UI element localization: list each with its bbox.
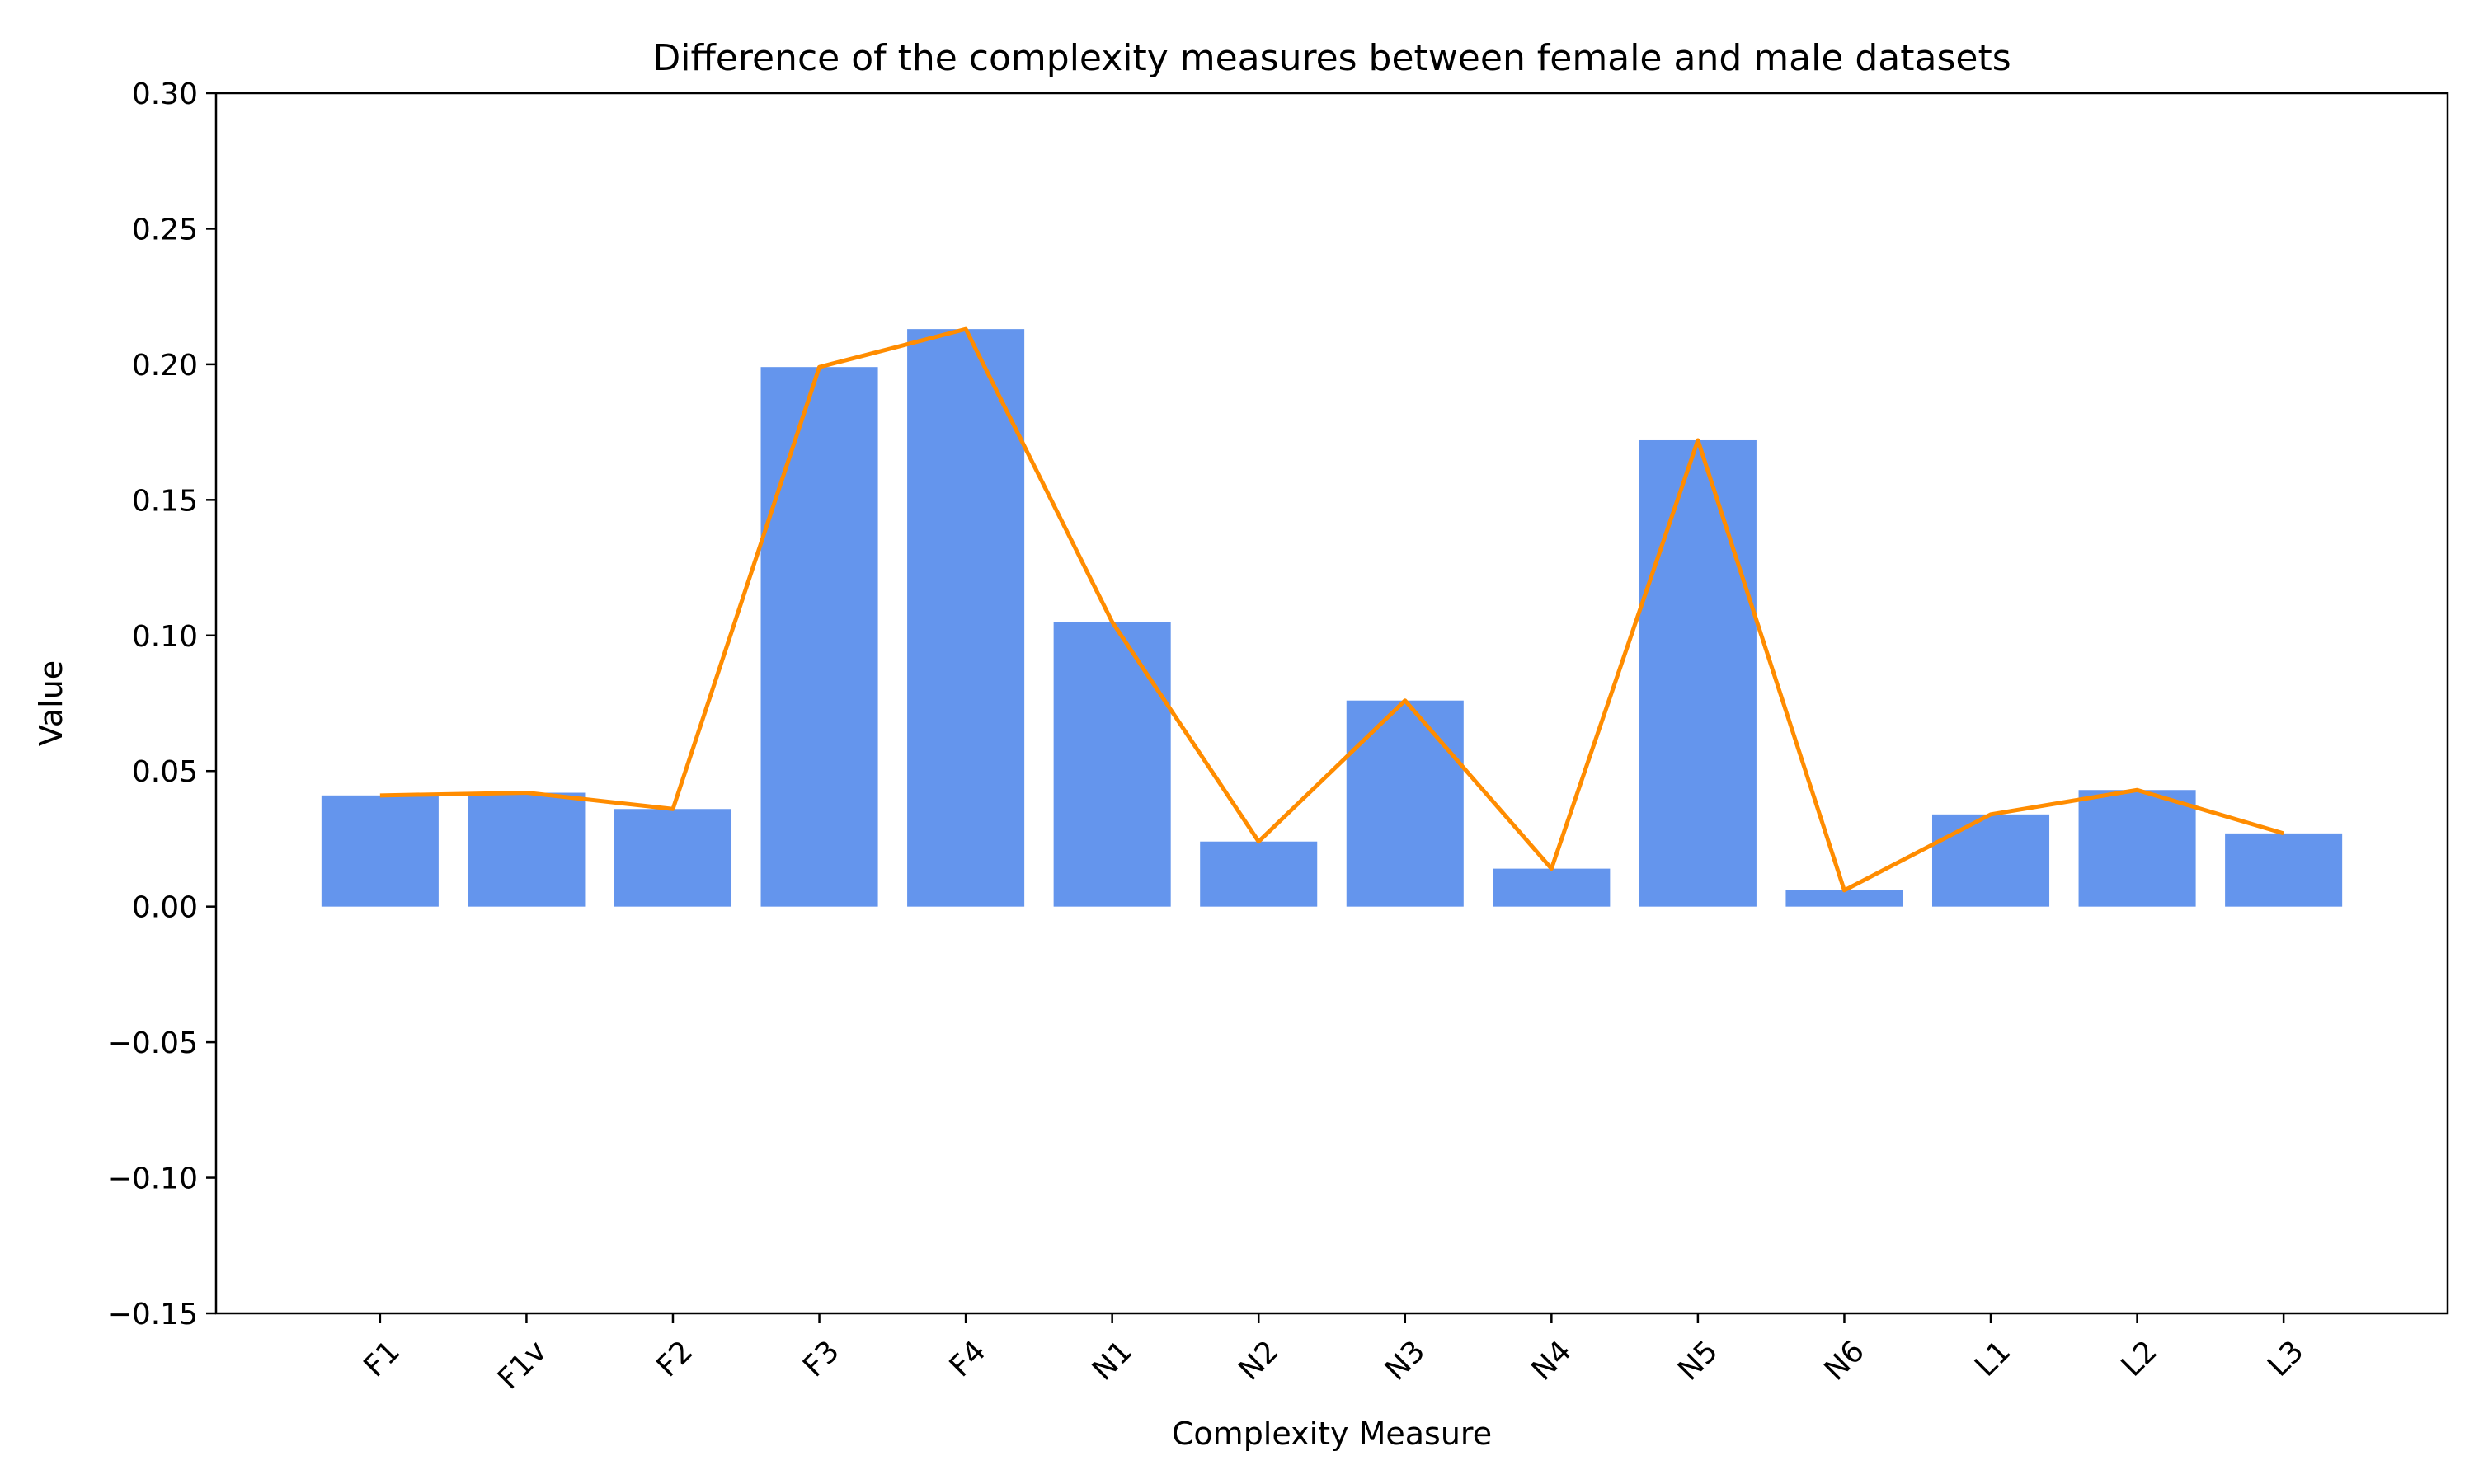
x-tick-label-l3: L3 xyxy=(2261,1334,2310,1383)
x-tick-label-n1: N1 xyxy=(1086,1334,1139,1387)
x-tick-label-l1: L1 xyxy=(1968,1334,2017,1383)
x-axis-ticks: F1 F1v F2 F3 F4 N1 N2 N3 N4 N5 N6 L1 L2 L3 xyxy=(357,1313,2311,1396)
x-tick-label-l2: L2 xyxy=(2115,1334,2164,1383)
bar-l2 xyxy=(2078,790,2196,907)
bars-layer xyxy=(321,329,2343,907)
bar-n1 xyxy=(1053,622,1171,907)
y-axis-ticks: −0.15 −0.10 −0.05 0.00 0.05 0.10 0.15 0.20 0.25 0… xyxy=(107,77,216,1331)
y-tick-label: 0.30 xyxy=(132,77,198,111)
bar-f1v xyxy=(468,792,586,907)
bar-n5 xyxy=(1639,439,1757,907)
bar-n6 xyxy=(1785,890,1903,907)
y-tick-label: −0.05 xyxy=(107,1026,198,1060)
plot-frame xyxy=(214,92,2449,1315)
bar-l1 xyxy=(1931,814,2050,907)
x-tick-label-f2: F2 xyxy=(651,1334,700,1383)
x-tick-label-n3: N3 xyxy=(1379,1334,1432,1387)
bar-n3 xyxy=(1346,700,1464,907)
y-tick-label: 0.20 xyxy=(132,349,198,383)
x-tick-label-f1: F1 xyxy=(357,1334,407,1383)
bar-n4 xyxy=(1493,868,1611,907)
x-axis-label: Complexity Measure xyxy=(1172,1416,1492,1452)
bar-n2 xyxy=(1200,841,1318,907)
x-tick-label-n4: N4 xyxy=(1526,1334,1578,1387)
x-tick-label-n6: N6 xyxy=(1818,1334,1871,1387)
y-tick-label: 0.25 xyxy=(132,213,198,247)
bar-f1 xyxy=(321,795,439,907)
y-axis-label: Value xyxy=(33,660,69,746)
y-tick-label: −0.15 xyxy=(107,1298,198,1331)
chart-title: Difference of the complexity measures be… xyxy=(652,37,2011,79)
x-tick-label-n2: N2 xyxy=(1232,1334,1285,1387)
x-tick-label-n5: N5 xyxy=(1672,1334,1724,1387)
x-tick-label-f1v: F1v xyxy=(492,1334,553,1396)
bar-f2 xyxy=(614,809,732,907)
series-line xyxy=(379,326,2284,893)
y-tick-label: 0.15 xyxy=(132,484,198,518)
y-tick-label: 0.00 xyxy=(132,891,198,925)
bar-f4 xyxy=(907,329,1025,907)
y-tick-label: −0.10 xyxy=(107,1162,198,1196)
bar-l3 xyxy=(2225,833,2343,907)
y-tick-label: 0.10 xyxy=(132,620,198,654)
axes-layer xyxy=(214,92,2449,1315)
x-tick-label-f3: F3 xyxy=(797,1334,846,1383)
y-tick-label: 0.05 xyxy=(132,755,198,789)
x-tick-label-f4: F4 xyxy=(943,1334,993,1383)
line-layer xyxy=(379,326,2284,893)
bar-f3 xyxy=(760,367,878,907)
